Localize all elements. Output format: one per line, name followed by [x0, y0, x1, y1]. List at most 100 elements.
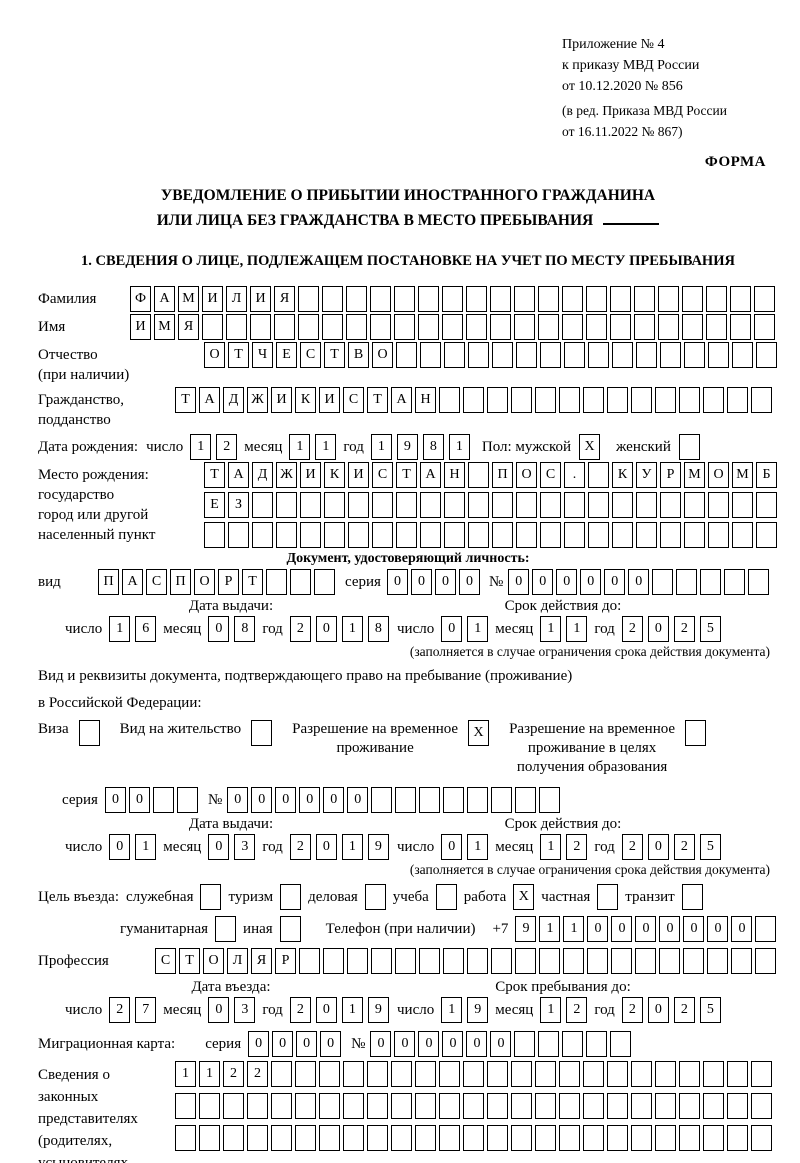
- char-cell[interactable]: [295, 1093, 316, 1119]
- char-cell[interactable]: .: [564, 462, 585, 488]
- char-cell[interactable]: [420, 522, 441, 548]
- char-cell[interactable]: 2: [109, 997, 131, 1023]
- char-cell[interactable]: [202, 314, 223, 340]
- char-cell[interactable]: [276, 522, 297, 548]
- char-cell[interactable]: [487, 1061, 508, 1087]
- char-cell[interactable]: А: [391, 387, 412, 413]
- char-cell[interactable]: [298, 314, 319, 340]
- char-cell[interactable]: 0: [556, 569, 578, 595]
- char-cell[interactable]: [295, 1061, 316, 1087]
- char-cell[interactable]: [199, 1093, 220, 1119]
- char-cell[interactable]: [607, 1093, 628, 1119]
- char-cell[interactable]: [682, 286, 703, 312]
- char-cell[interactable]: [731, 948, 752, 974]
- char-cell[interactable]: 1: [467, 616, 489, 642]
- char-cell[interactable]: 0: [659, 916, 681, 942]
- char-cell[interactable]: [420, 342, 441, 368]
- char-cell[interactable]: [708, 522, 729, 548]
- char-cell[interactable]: [751, 1093, 772, 1119]
- char-cell[interactable]: [467, 948, 488, 974]
- checkbox[interactable]: [280, 884, 302, 910]
- checkbox[interactable]: [685, 720, 707, 746]
- char-cell[interactable]: [300, 522, 321, 548]
- char-cell[interactable]: 2: [673, 834, 695, 860]
- char-cell[interactable]: 0: [394, 1031, 416, 1057]
- char-cell[interactable]: 2: [247, 1061, 268, 1087]
- char-cell[interactable]: 1: [175, 1061, 196, 1087]
- char-cell[interactable]: И: [202, 286, 223, 312]
- char-cell[interactable]: [683, 948, 704, 974]
- char-cell[interactable]: [732, 522, 753, 548]
- char-cell[interactable]: [588, 492, 609, 518]
- char-cell[interactable]: 0: [109, 834, 131, 860]
- char-cell[interactable]: 0: [347, 787, 369, 813]
- char-cell[interactable]: [588, 342, 609, 368]
- char-cell[interactable]: Т: [367, 387, 388, 413]
- char-cell[interactable]: 0: [490, 1031, 512, 1057]
- char-cell[interactable]: [466, 286, 487, 312]
- char-cell[interactable]: С: [146, 569, 167, 595]
- char-cell[interactable]: Т: [242, 569, 263, 595]
- char-cell[interactable]: О: [194, 569, 215, 595]
- char-cell[interactable]: [586, 286, 607, 312]
- char-cell[interactable]: 1: [540, 834, 562, 860]
- char-cell[interactable]: [463, 1125, 484, 1151]
- char-cell[interactable]: 9: [515, 916, 537, 942]
- char-cell[interactable]: [607, 1125, 628, 1151]
- char-cell[interactable]: [610, 314, 631, 340]
- char-cell[interactable]: [443, 787, 465, 813]
- char-cell[interactable]: П: [98, 569, 119, 595]
- char-cell[interactable]: Р: [660, 462, 681, 488]
- char-cell[interactable]: [300, 492, 321, 518]
- char-cell[interactable]: 0: [647, 616, 669, 642]
- char-cell[interactable]: 1: [289, 434, 311, 460]
- char-cell[interactable]: [660, 342, 681, 368]
- char-cell[interactable]: [684, 492, 705, 518]
- char-cell[interactable]: 2: [289, 834, 311, 860]
- checkbox[interactable]: [681, 884, 703, 910]
- char-cell[interactable]: 0: [227, 787, 249, 813]
- char-cell[interactable]: [583, 1125, 604, 1151]
- char-cell[interactable]: 1: [467, 834, 489, 860]
- char-cell[interactable]: Я: [274, 286, 295, 312]
- char-cell[interactable]: [276, 492, 297, 518]
- char-cell[interactable]: 0: [441, 834, 463, 860]
- char-cell[interactable]: [271, 1125, 292, 1151]
- char-cell[interactable]: Л: [227, 948, 248, 974]
- char-cell[interactable]: 2: [621, 834, 643, 860]
- char-cell[interactable]: 2: [566, 997, 588, 1023]
- sex-female-checkbox[interactable]: [678, 434, 700, 460]
- char-cell[interactable]: [611, 948, 632, 974]
- char-cell[interactable]: Ж: [247, 387, 268, 413]
- char-cell[interactable]: [343, 1125, 364, 1151]
- char-cell[interactable]: [439, 1093, 460, 1119]
- char-cell[interactable]: [564, 522, 585, 548]
- char-cell[interactable]: [700, 569, 722, 595]
- char-cell[interactable]: Е: [204, 492, 225, 518]
- char-cell[interactable]: [415, 1061, 436, 1087]
- char-cell[interactable]: [660, 492, 681, 518]
- char-cell[interactable]: [343, 1061, 364, 1087]
- char-cell[interactable]: [395, 787, 417, 813]
- char-cell[interactable]: [636, 342, 657, 368]
- char-cell[interactable]: [755, 948, 776, 974]
- char-cell[interactable]: [516, 522, 537, 548]
- char-cell[interactable]: [631, 1061, 652, 1087]
- char-cell[interactable]: [415, 1093, 436, 1119]
- char-cell[interactable]: [755, 916, 777, 942]
- char-cell[interactable]: [587, 948, 608, 974]
- char-cell[interactable]: [540, 342, 561, 368]
- char-cell[interactable]: [684, 342, 705, 368]
- char-cell[interactable]: [395, 948, 416, 974]
- char-cell[interactable]: Т: [324, 342, 345, 368]
- char-cell[interactable]: [396, 492, 417, 518]
- char-cell[interactable]: [348, 492, 369, 518]
- char-cell[interactable]: 2: [566, 834, 588, 860]
- char-cell[interactable]: [492, 522, 513, 548]
- char-cell[interactable]: [583, 387, 604, 413]
- char-cell[interactable]: [540, 492, 561, 518]
- char-cell[interactable]: 5: [699, 616, 721, 642]
- char-cell[interactable]: [391, 1061, 412, 1087]
- checkbox[interactable]: [78, 720, 100, 746]
- char-cell[interactable]: [348, 522, 369, 548]
